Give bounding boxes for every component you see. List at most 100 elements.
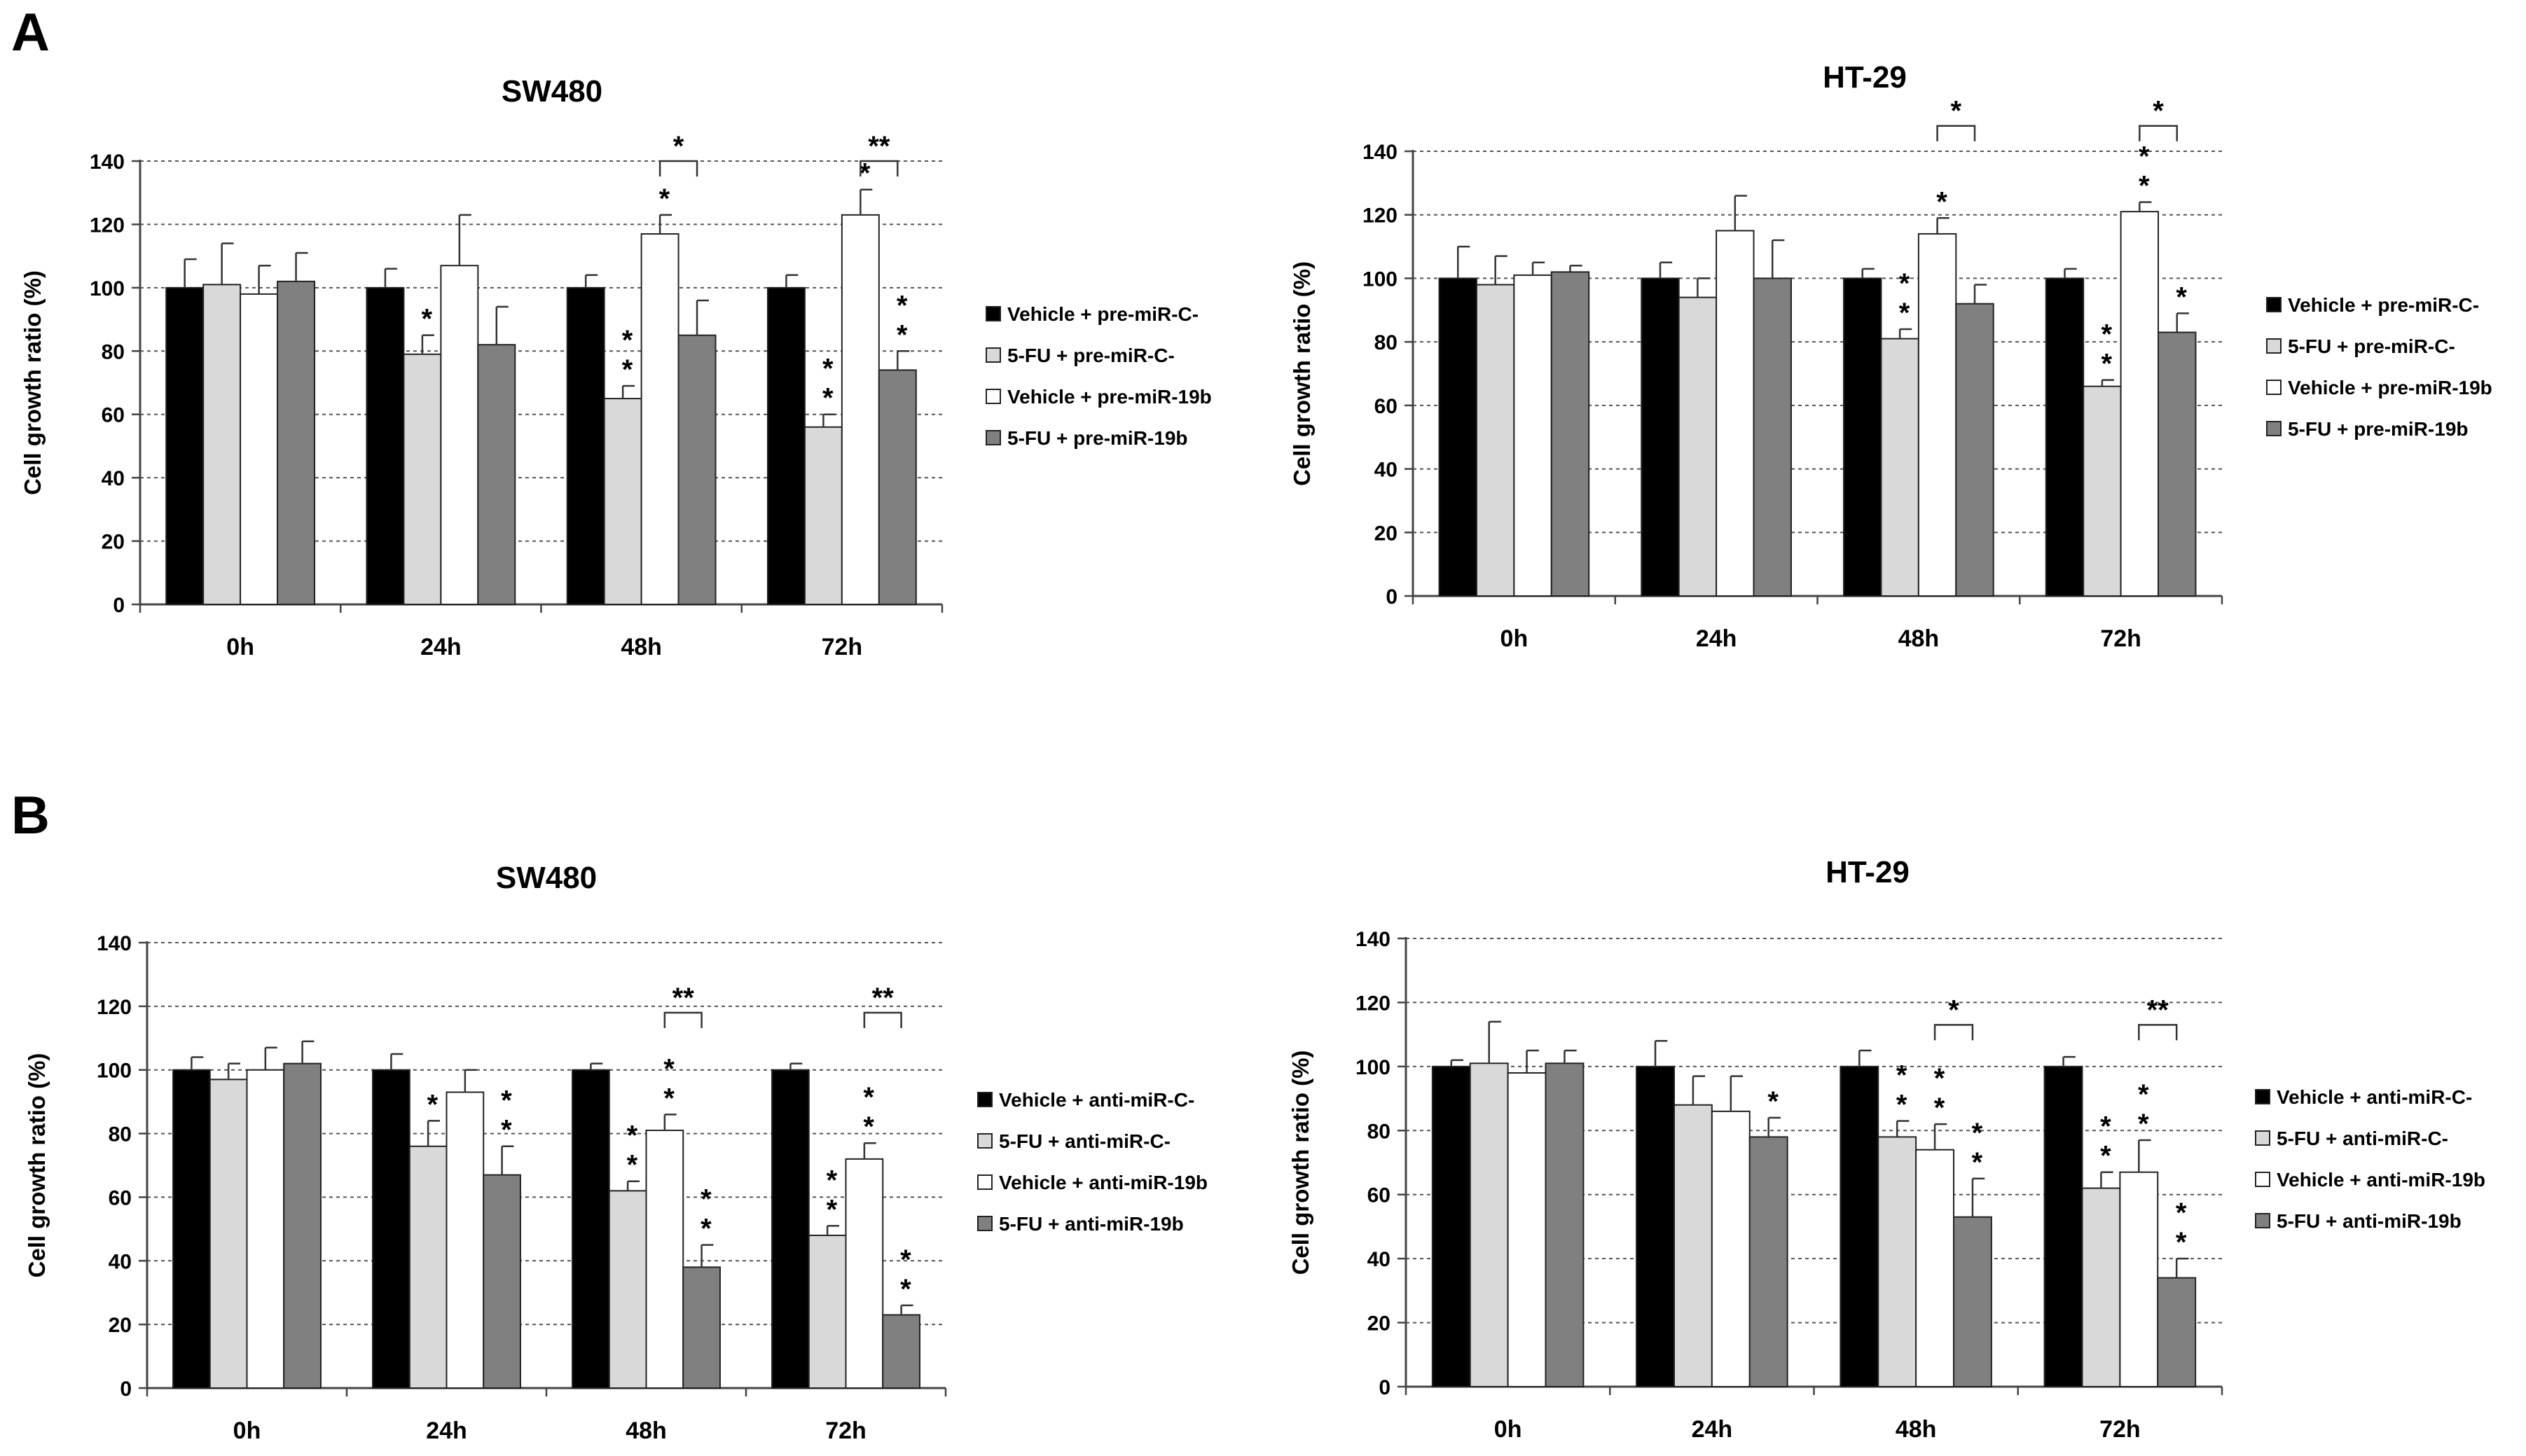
significance-star: * <box>822 383 834 414</box>
bar <box>1840 1065 1879 1388</box>
y-tick-label: 0 <box>113 594 125 617</box>
bar <box>1641 277 1680 597</box>
bar <box>2081 1187 2121 1387</box>
y-tick-label: 100 <box>1362 268 1397 291</box>
bar <box>882 1314 920 1389</box>
x-tick-label: 24h <box>426 1417 467 1444</box>
bar <box>1880 338 1919 597</box>
bar <box>677 334 717 605</box>
y-tick-label: 80 <box>102 340 125 363</box>
legend-swatch <box>977 1174 993 1190</box>
x-tick-label: 0h <box>1500 625 1528 652</box>
legend-swatch <box>2266 380 2282 395</box>
x-tick-label: 72h <box>822 634 863 660</box>
y-tick-label: 60 <box>109 1186 132 1209</box>
bar <box>640 233 679 605</box>
y-tick-label: 100 <box>97 1060 132 1083</box>
significance-star: * <box>2138 1079 2149 1110</box>
significance-star: * <box>501 1115 512 1146</box>
y-tick-label: 100 <box>1355 1056 1390 1079</box>
bar <box>1507 1072 1547 1387</box>
legend-label: 5-FU + pre-miR-19b <box>1007 427 1188 449</box>
panel-letter-b: B <box>11 786 50 845</box>
significance-star: * <box>627 1121 638 1151</box>
significance-star: * <box>863 1082 874 1113</box>
legend-label: Vehicle + pre-miR-C- <box>2288 294 2479 316</box>
bar <box>1748 1136 1788 1388</box>
y-tick-label: 40 <box>1367 1248 1390 1271</box>
significance-bracket <box>860 160 899 176</box>
significance-star: * <box>663 1083 675 1114</box>
legend-label: 5-FU + pre-miR-C- <box>2288 335 2455 357</box>
y-tick-label: 120 <box>97 996 132 1019</box>
significance-star: * <box>700 1214 712 1244</box>
y-tick-label: 80 <box>1367 1120 1390 1143</box>
legend-swatch <box>2266 297 2282 312</box>
y-tick-label: 140 <box>97 932 132 955</box>
bar <box>2120 211 2160 597</box>
significance-star: * <box>897 319 908 350</box>
significance-bracket <box>2139 125 2179 141</box>
significance-star: * <box>1936 186 1947 217</box>
bar <box>477 344 516 605</box>
bar <box>165 286 205 605</box>
legend-swatch <box>2255 1089 2270 1104</box>
bar <box>172 1069 211 1389</box>
significance-star: * <box>700 1184 712 1215</box>
significance-star: * <box>2101 319 2113 350</box>
significance-star: * <box>2101 349 2113 380</box>
bar <box>408 1145 448 1389</box>
chart-title: SW480 <box>502 74 602 109</box>
x-tick-label: 0h <box>226 634 254 660</box>
y-tick-label: 0 <box>1386 585 1397 609</box>
y-tick-label: 20 <box>1374 522 1397 545</box>
bar <box>446 1091 485 1389</box>
bar <box>608 1190 647 1389</box>
y-tick-label: 40 <box>102 467 125 490</box>
significance-star: * <box>1896 1090 1907 1121</box>
bar <box>572 1069 610 1389</box>
y-tick-label: 100 <box>90 277 125 300</box>
y-tick-label: 60 <box>1374 395 1397 418</box>
significance-star: * <box>2176 282 2187 312</box>
significance-bracket <box>2138 1024 2178 1041</box>
bar <box>1711 1110 1751 1388</box>
significance-star: * <box>1899 298 1910 328</box>
bar <box>766 286 806 605</box>
panel-letter-a: A <box>11 3 50 62</box>
bar <box>2157 1277 2197 1387</box>
legend-label: Vehicle + anti-miR-19b <box>2277 1169 2485 1191</box>
y-tick-label: 120 <box>1362 204 1397 228</box>
chart-a-sw480: SW480 0 20 40 60 80 100 120 140 0h 24h 48h 72h Cell g… <box>20 74 1212 660</box>
bar <box>2119 1171 2159 1387</box>
y-tick-label: 140 <box>1355 928 1390 951</box>
bar <box>2083 385 2122 597</box>
bar <box>277 280 316 605</box>
y-tick-label: 0 <box>120 1378 132 1401</box>
bar <box>209 1079 248 1389</box>
x-tick-label: 0h <box>233 1417 261 1444</box>
x-tick-label: 24h <box>1692 1416 1733 1443</box>
chart-title: HT-29 <box>1823 60 1907 95</box>
significance-bracket <box>663 1011 703 1028</box>
bar <box>1438 277 1477 597</box>
bar <box>240 293 279 605</box>
legend-label: 5-FU + anti-miR-19b <box>2277 1210 2462 1232</box>
x-tick-label: 0h <box>1494 1416 1522 1443</box>
significance-bracket <box>1936 125 1976 141</box>
significance-star: * <box>501 1086 512 1116</box>
legend-swatch <box>986 430 1001 445</box>
significance-star: * <box>622 325 633 356</box>
y-tick-label: 0 <box>1379 1376 1390 1399</box>
significance-star: * <box>421 304 432 335</box>
significance-bracket <box>863 1011 902 1028</box>
bracket-label: * <box>1951 96 1962 127</box>
x-tick-label: 72h <box>2099 1416 2141 1443</box>
legend-label: 5-FU + anti-miR-19b <box>999 1213 1184 1235</box>
legend-swatch <box>2266 338 2282 354</box>
x-tick-label: 48h <box>1898 625 1940 652</box>
legend-label: Vehicle + pre-miR-19b <box>2288 377 2492 398</box>
x-tick-label: 24h <box>420 634 462 660</box>
significance-star: * <box>827 1165 838 1195</box>
